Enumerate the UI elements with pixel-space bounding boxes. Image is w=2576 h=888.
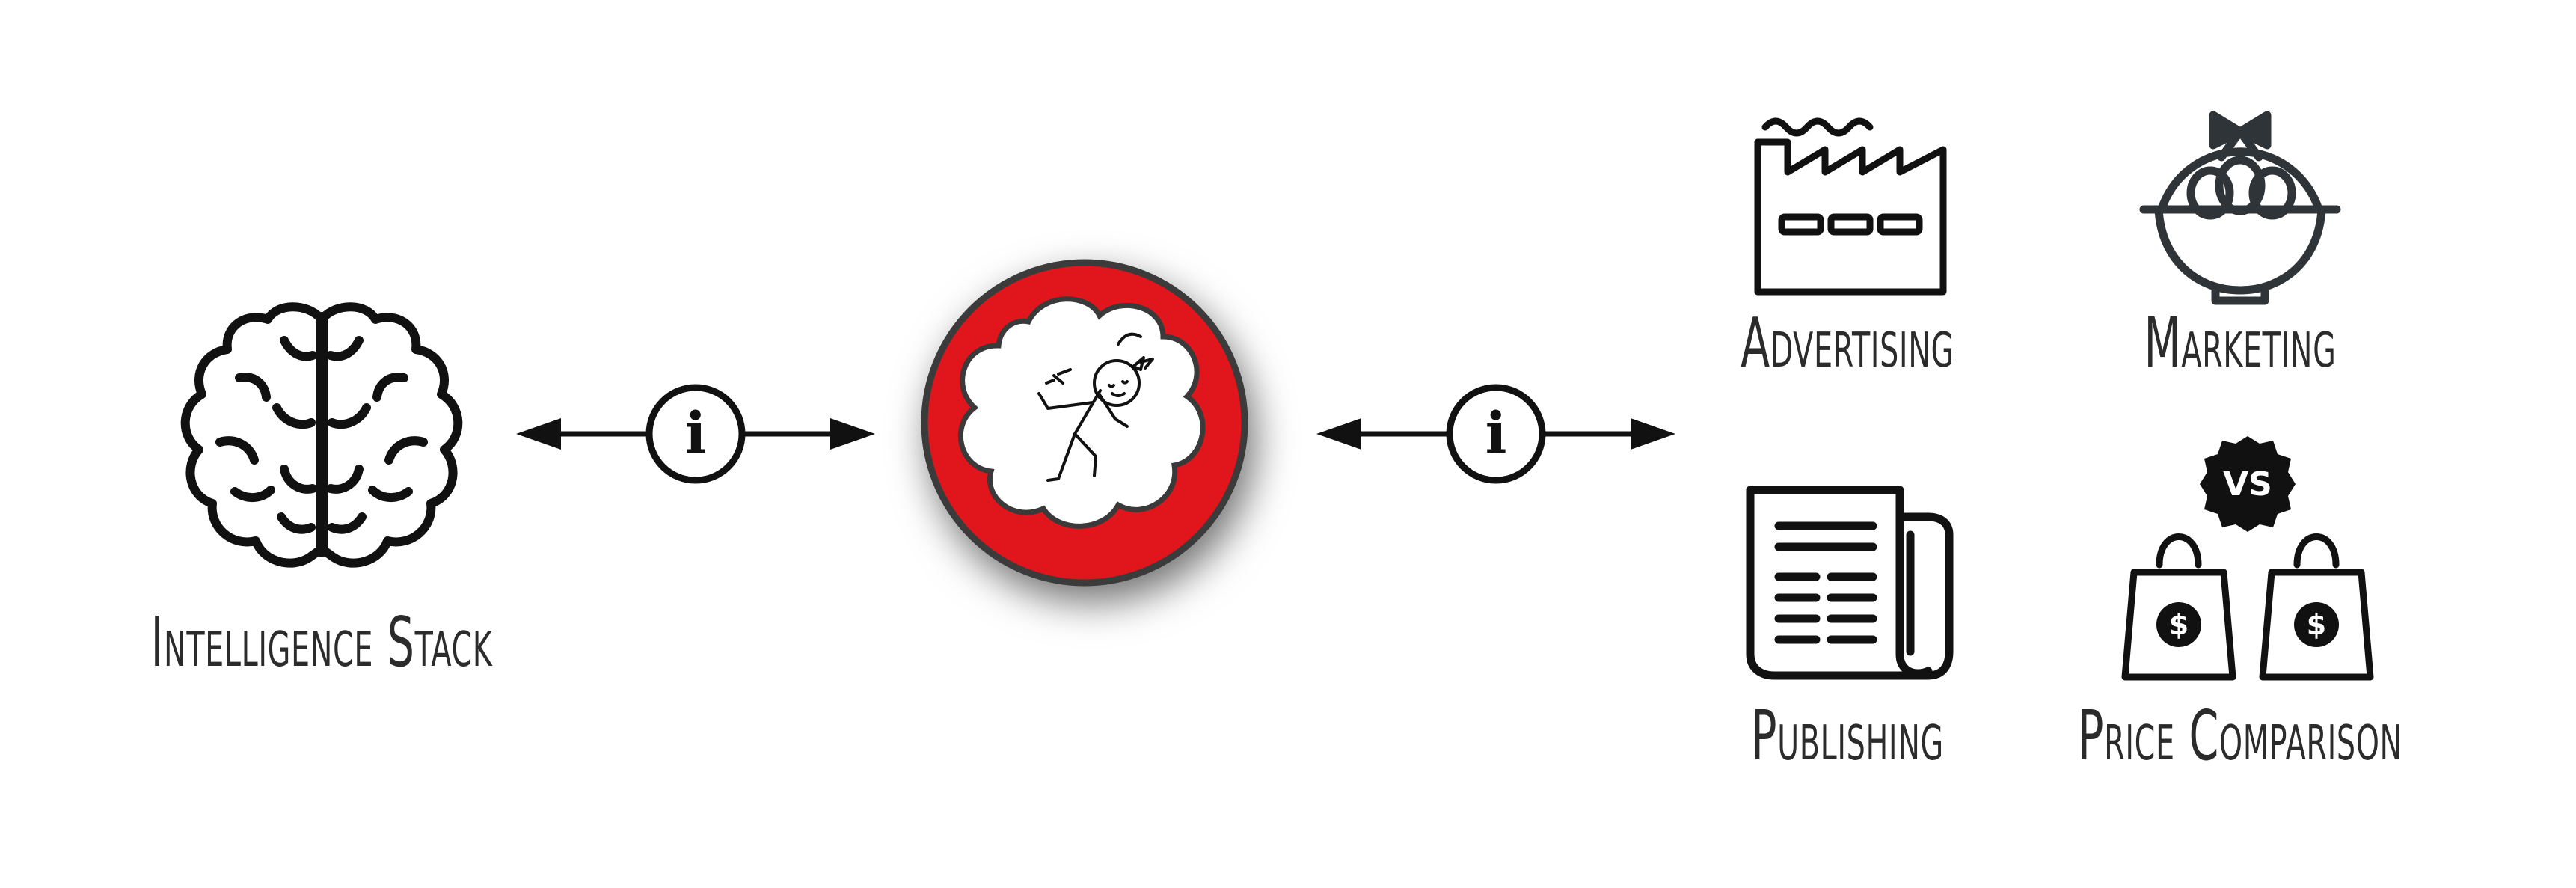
dollar-sign-right: $ — [2306, 608, 2327, 641]
double-arrow-icon — [516, 384, 875, 484]
egg-basket-icon — [2139, 111, 2341, 305]
factory-icon — [1754, 117, 1947, 296]
stick-figure-cloud-icon — [921, 259, 1248, 587]
info-icon[interactable]: i — [1485, 399, 1507, 466]
intelligence-stack-label: Intelligence Stack — [150, 602, 493, 682]
publishing-label: Publishing — [1751, 696, 1944, 776]
dollar-sign-left: $ — [2168, 608, 2189, 641]
newspaper-icon — [1746, 486, 1954, 680]
double-arrow-icon — [1316, 384, 1675, 484]
price-comparison-label: Price Comparison — [2078, 696, 2402, 776]
info-icon[interactable]: i — [684, 399, 707, 466]
vs-badge: VS — [2223, 465, 2272, 503]
advertising-label: Advertising — [1741, 303, 1954, 383]
shopping-bags-icon — [2121, 436, 2374, 681]
marketing-label: Marketing — [2144, 303, 2337, 383]
brain-icon — [180, 302, 463, 568]
